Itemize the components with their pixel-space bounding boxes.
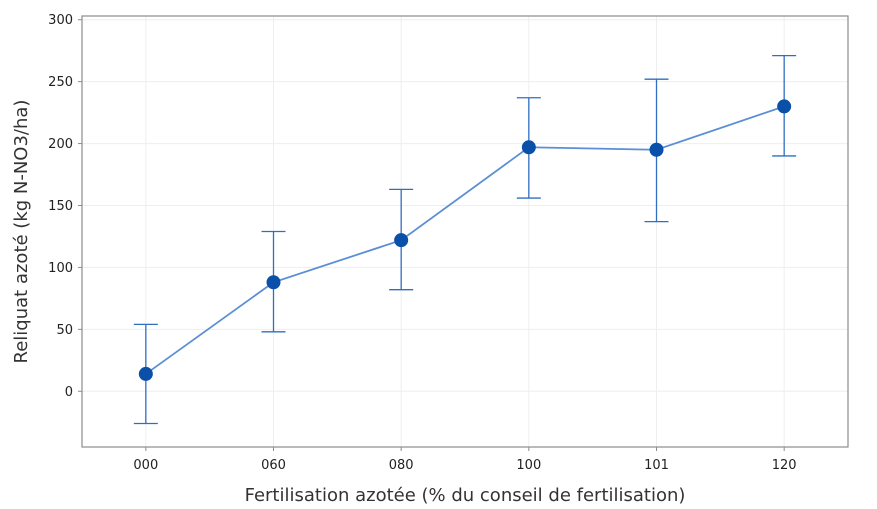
x-tick-label-2: 080 xyxy=(389,458,414,473)
y-tick-label-4: 200 xyxy=(48,137,73,152)
data-point-3 xyxy=(521,140,536,155)
marker-layer xyxy=(138,99,792,381)
grid-layer xyxy=(82,16,848,447)
x-tick-label-5: 120 xyxy=(772,458,797,473)
data-point-2 xyxy=(394,233,409,248)
y-tick-label-2: 100 xyxy=(48,261,73,276)
x-tick-label-0: 000 xyxy=(133,458,158,473)
y-tick-label-5: 250 xyxy=(48,75,73,90)
plot-frame xyxy=(81,15,849,448)
data-point-0 xyxy=(138,366,153,381)
y-tick-label-0: 0 xyxy=(65,385,73,400)
y-axis: 0 50 100 150 200 250 300 xyxy=(48,13,82,400)
data-point-5 xyxy=(777,99,792,114)
x-tick-label-1: 060 xyxy=(261,458,286,473)
line-layer xyxy=(145,105,785,375)
y-tick-label-6: 300 xyxy=(48,13,73,28)
y-axis-title: Reliquat azoté (kg N-NO3/ha) xyxy=(11,100,32,364)
series-line xyxy=(145,105,785,375)
x-axis-title: Fertilisation azotée (% du conseil de fe… xyxy=(245,485,686,506)
y-tick-label-1: 50 xyxy=(56,323,73,338)
y-tick-label-3: 150 xyxy=(48,199,73,214)
data-point-4 xyxy=(649,142,664,157)
x-axis: 000 060 080 100 101 120 xyxy=(133,447,797,473)
data-point-1 xyxy=(266,275,281,290)
x-tick-label-3: 100 xyxy=(516,458,541,473)
x-tick-label-4: 101 xyxy=(644,458,669,473)
errorbar-layer xyxy=(133,54,797,425)
